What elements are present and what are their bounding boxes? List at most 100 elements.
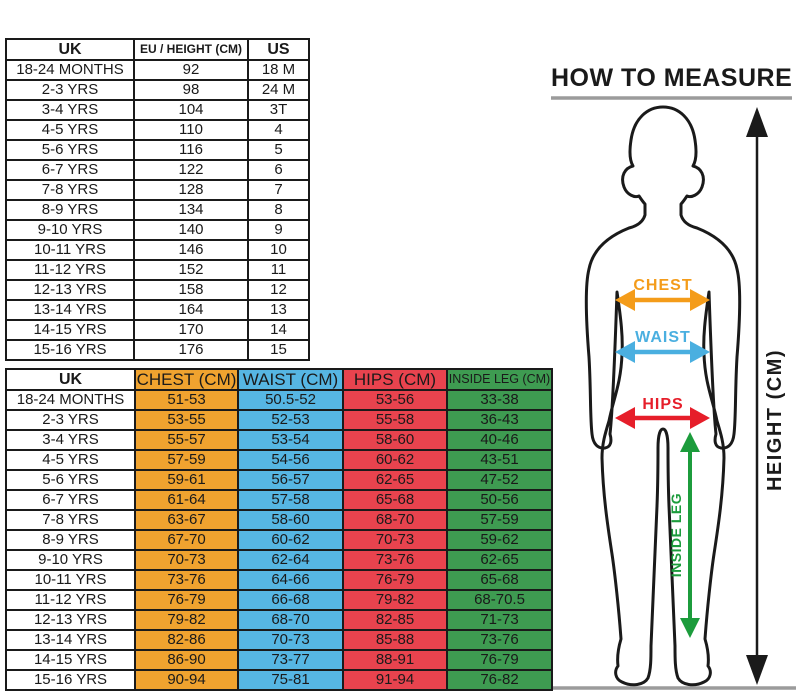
- table-cell: 13-14 YRS: [5, 629, 136, 651]
- table-cell: 122: [133, 159, 249, 181]
- table-cell: 8-9 YRS: [5, 199, 135, 221]
- column-header-uk: UK: [5, 38, 135, 61]
- table-cell: 152: [133, 259, 249, 281]
- table-cell: 62-65: [342, 469, 448, 491]
- table-cell: 14-15 YRS: [5, 649, 136, 671]
- table-cell: 67-70: [134, 529, 239, 551]
- table-cell: 65-68: [446, 569, 553, 591]
- table-cell: 10-11 YRS: [5, 569, 136, 591]
- table-cell: 11-12 YRS: [5, 589, 136, 611]
- hips-label: HIPS: [642, 396, 683, 413]
- table-row: 2-3 YRS 98 24 M: [5, 79, 310, 101]
- table-cell: 6-7 YRS: [5, 159, 135, 181]
- table-cell: 76-79: [134, 589, 239, 611]
- height-label: HEIGHT (CM): [764, 349, 786, 491]
- table-row: 7-8 YRS 63-67 58-60 68-70 57-59: [5, 509, 553, 531]
- age-table-header: UK EU / HEIGHT (CM) US: [5, 38, 310, 61]
- column-header-eu-height-cm: EU / HEIGHT (CM): [133, 38, 249, 61]
- column-header-chest-cm: CHEST (CM): [134, 368, 239, 391]
- table-row: 6-7 YRS 61-64 57-58 65-68 50-56: [5, 489, 553, 511]
- table-cell: 15-16 YRS: [5, 669, 136, 691]
- table-row: 8-9 YRS 67-70 60-62 70-73 59-62: [5, 529, 553, 551]
- table-cell: 57-59: [134, 449, 239, 471]
- table-cell: 9-10 YRS: [5, 219, 135, 241]
- table-cell: 57-59: [446, 509, 553, 531]
- table-cell: 140: [133, 219, 249, 241]
- table-cell: 52-53: [237, 409, 344, 431]
- table-cell: 4-5 YRS: [5, 449, 136, 471]
- table-cell: 76-82: [446, 669, 553, 691]
- table-cell: 79-82: [134, 609, 239, 631]
- table-cell: 62-65: [446, 549, 553, 571]
- table-row: 3-4 YRS 104 3T: [5, 99, 310, 121]
- table-cell: 4-5 YRS: [5, 119, 135, 141]
- table-cell: 40-46: [446, 429, 553, 451]
- how-to-measure-diagram: HEIGHT (CM) CHEST WAIST HIPS INSIDE LEG: [551, 96, 796, 690]
- table-row: 11-12 YRS 76-79 66-68 79-82 68-70.5: [5, 589, 553, 611]
- inside-leg-label: INSIDE LEG: [668, 493, 684, 577]
- table-cell: 104: [133, 99, 249, 121]
- table-row: 15-16 YRS 176 15: [5, 339, 310, 361]
- inside-leg-arrow: [680, 432, 700, 638]
- table-cell: 3T: [247, 99, 310, 121]
- table-cell: 33-38: [446, 389, 553, 411]
- table-cell: 158: [133, 279, 249, 301]
- table-cell: 7-8 YRS: [5, 509, 136, 531]
- table-cell: 10-11 YRS: [5, 239, 135, 261]
- table-row: 4-5 YRS 57-59 54-56 60-62 43-51: [5, 449, 553, 471]
- table-cell: 51-53: [134, 389, 239, 411]
- table-row: 7-8 YRS 128 7: [5, 179, 310, 201]
- table-cell: 92: [133, 59, 249, 81]
- table-cell: 91-94: [342, 669, 448, 691]
- measure-table-body: 18-24 MONTHS 51-53 50.5-52 53-56 33-38 2-3 YR…: [5, 389, 553, 691]
- table-cell: 75-81: [237, 669, 344, 691]
- table-cell: 2-3 YRS: [5, 409, 136, 431]
- table-cell: 13-14 YRS: [5, 299, 135, 321]
- table-cell: 10: [247, 239, 310, 261]
- chest-label: CHEST: [633, 277, 692, 294]
- table-cell: 2-3 YRS: [5, 79, 135, 101]
- table-cell: 70-73: [134, 549, 239, 571]
- table-cell: 6-7 YRS: [5, 489, 136, 511]
- table-cell: 70-73: [342, 529, 448, 551]
- table-cell: 116: [133, 139, 249, 161]
- table-cell: 9-10 YRS: [5, 549, 136, 571]
- table-cell: 170: [133, 319, 249, 341]
- body-measurements-table: UK CHEST (CM) WAIST (CM) HIPS (CM) INSIDE LE…: [5, 368, 553, 691]
- table-header-row: UK CHEST (CM) WAIST (CM) HIPS (CM) INSIDE LE…: [5, 368, 553, 391]
- table-header-row: UK EU / HEIGHT (CM) US: [5, 38, 310, 61]
- table-cell: 53-54: [237, 429, 344, 451]
- column-header-waist-cm: WAIST (CM): [237, 368, 344, 391]
- table-cell: 8-9 YRS: [5, 529, 136, 551]
- table-row: 12-13 YRS 158 12: [5, 279, 310, 301]
- table-row: 2-3 YRS 53-55 52-53 55-58 36-43: [5, 409, 553, 431]
- table-cell: 76-79: [446, 649, 553, 671]
- child-silhouette: [584, 105, 742, 687]
- waist-arrow: [615, 341, 710, 363]
- age-table-body: 18-24 MONTHS 92 18 M 2-3 YRS 98 24 M 3-4 YRS 10…: [5, 59, 310, 361]
- height-arrow: [746, 107, 768, 685]
- table-cell: 68-70: [342, 509, 448, 531]
- table-cell: 50-56: [446, 489, 553, 511]
- table-cell: 71-73: [446, 609, 553, 631]
- table-cell: 57-58: [237, 489, 344, 511]
- table-cell: 134: [133, 199, 249, 221]
- table-cell: 82-86: [134, 629, 239, 651]
- table-cell: 9: [247, 219, 310, 241]
- table-cell: 128: [133, 179, 249, 201]
- table-cell: 8: [247, 199, 310, 221]
- table-cell: 6: [247, 159, 310, 181]
- table-cell: 5: [247, 139, 310, 161]
- table-cell: 11: [247, 259, 310, 281]
- table-row: 9-10 YRS 70-73 62-64 73-76 62-65: [5, 549, 553, 571]
- table-cell: 146: [133, 239, 249, 261]
- table-cell: 76-79: [342, 569, 448, 591]
- column-header-inside-leg-cm: INSIDE LEG (CM): [446, 368, 553, 391]
- column-header-uk: UK: [5, 368, 136, 391]
- table-cell: 58-60: [342, 429, 448, 451]
- table-cell: 36-43: [446, 409, 553, 431]
- table-cell: 54-56: [237, 449, 344, 471]
- table-cell: 88-91: [342, 649, 448, 671]
- table-cell: 12-13 YRS: [5, 609, 136, 631]
